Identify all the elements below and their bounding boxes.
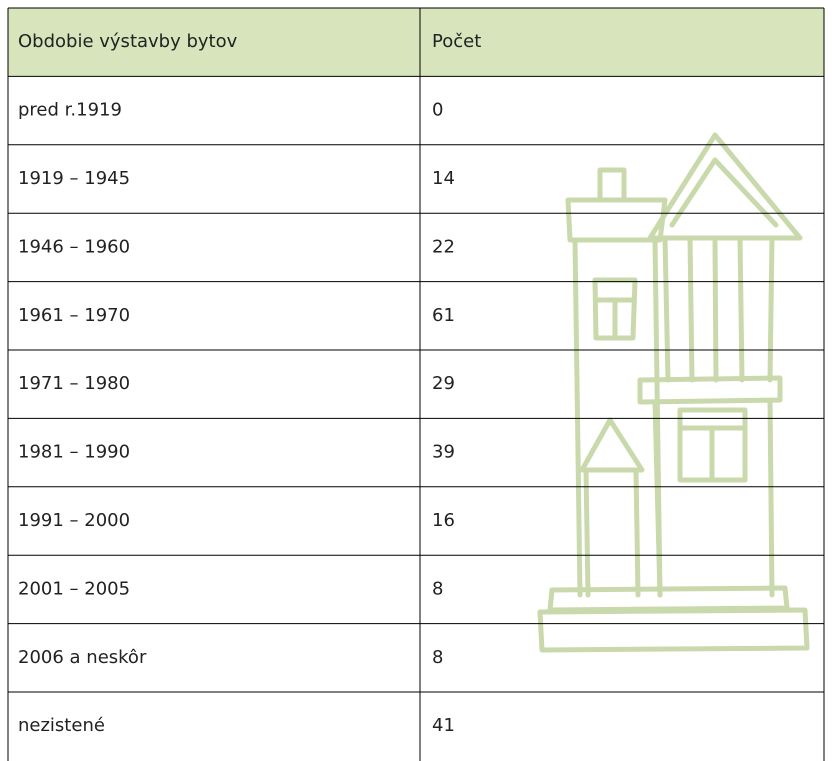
cell: 1961 – 1970 <box>18 305 130 326</box>
cell: 39 <box>432 442 455 463</box>
cell: 2001 – 2005 <box>18 578 130 599</box>
cell: 8 <box>432 647 443 668</box>
cell: 1991 – 2000 <box>18 510 130 531</box>
house-illustration <box>537 132 810 653</box>
cell: 8 <box>432 578 443 599</box>
header-cell: Obdobie výstavby bytov <box>18 31 238 52</box>
cell: 1981 – 1990 <box>18 442 130 463</box>
cell: 22 <box>432 236 455 257</box>
cell: pred r.1919 <box>18 100 122 121</box>
cell: nezistené <box>18 715 105 736</box>
header-background <box>8 8 824 76</box>
cell: 16 <box>432 510 455 531</box>
cell: 1919 – 1945 <box>18 168 130 189</box>
cell: 14 <box>432 168 455 189</box>
cell: 1971 – 1980 <box>18 373 130 394</box>
header-cell: Počet <box>432 31 481 52</box>
cell: 61 <box>432 305 455 326</box>
cell: 0 <box>432 100 443 121</box>
cell: 1946 – 1960 <box>18 236 130 257</box>
cell: 41 <box>432 715 455 736</box>
cell: 2006 a neskôr <box>18 647 147 668</box>
cell: 29 <box>432 373 455 394</box>
